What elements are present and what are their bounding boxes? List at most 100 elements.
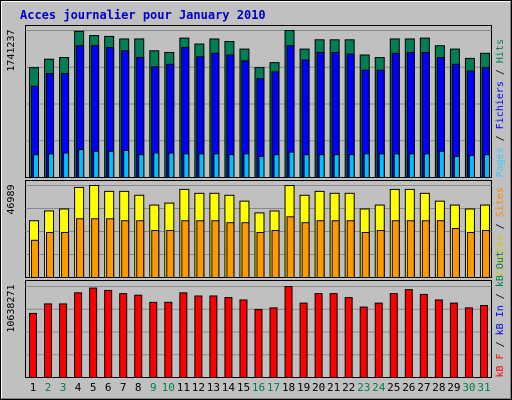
bar-sites: Sites 23: 23000: [361, 231, 370, 279]
x-tick-label: 12: [192, 381, 205, 394]
bar-pages: Pages 31: 270000: [483, 154, 490, 178]
bar-kb-f: kB F 21: 10600000: [329, 293, 338, 378]
bar-pages: Pages 14: 270000: [228, 154, 235, 178]
x-tick-label: 4: [75, 381, 82, 394]
x-tick-label: 31: [477, 381, 490, 394]
x-tick-label: 6: [105, 381, 112, 394]
x-tick-label: 30: [462, 381, 475, 394]
bar-sites: Sites 16: 23000: [256, 231, 265, 279]
legend-separator: /: [495, 335, 506, 353]
chart-panel: kB F 1: 8100000 kB F 2: 9300000 kB F 3: 93…: [6, 251, 506, 379]
bar-kb-f: kB F 14: 10100000: [224, 297, 233, 378]
chart-title: Acces journalier pour January 2010: [20, 8, 266, 22]
x-tick-label: 14: [222, 381, 236, 394]
x-tick-label: 19: [297, 381, 310, 394]
bar-kb-f: kB F 30: 8800000: [464, 307, 473, 378]
chart-panels: Hits 1: 1300000Hits 2: 1400000Hits 3: 14…: [6, 25, 506, 379]
bar-kb-f: kB F 2: 9300000: [44, 303, 53, 378]
bar-kb-f: kB F 1: 8100000: [29, 312, 37, 379]
bar-kb-f: kB F 11: 10700000: [179, 292, 188, 379]
x-tick-label: 16: [252, 381, 265, 394]
bar-sites: Sites 18: 31000: [286, 216, 295, 279]
chart-panel: Visites 1: 29000Visites 2: 34000Visites …: [6, 180, 506, 279]
bar-kb-f: kB F 19: 9400000: [299, 302, 308, 379]
bar-pages: Pages 6: 310000: [108, 150, 115, 179]
bar-pages: Pages 23: 280000: [363, 153, 370, 179]
bar-sites: Sites 11: 29000: [181, 220, 190, 278]
legend: Visites / Sites: [495, 187, 506, 277]
bar-pages: Pages 1: 270000: [33, 154, 39, 178]
bar-sites: Sites 4: 30000: [76, 218, 85, 278]
x-tick-label: 3: [60, 381, 67, 394]
bar-sites: Sites 30: 23000: [466, 231, 475, 279]
legend-separator: /: [495, 287, 506, 305]
bar-kb-f: kB F 29: 9400000: [449, 302, 458, 379]
bar-pages: Pages 10: 290000: [168, 152, 175, 178]
x-tick-label: 5: [90, 381, 97, 394]
bar-pages: Pages 29: 250000: [453, 155, 460, 178]
legend: Pages / Fichiers / Hits: [495, 39, 506, 178]
x-tick-label: 8: [135, 381, 142, 394]
bar-pages: Pages 9: 290000: [153, 152, 160, 178]
bar-sites: Sites 6: 30000: [106, 218, 115, 278]
bar-sites: Sites 29: 25000: [451, 228, 460, 278]
x-tick-label: 7: [120, 381, 127, 394]
bar-pages: Pages 27: 280000: [423, 153, 430, 179]
x-tick-label: 25: [387, 381, 400, 394]
legend-item: Fichiers: [495, 81, 506, 129]
bar-sites: Sites 13: 29000: [211, 220, 220, 278]
legend-item: Hits: [495, 39, 506, 63]
bar-pages: Pages 2: 280000: [48, 153, 55, 179]
bar-kb-f: kB F 25: 10600000: [389, 293, 398, 378]
x-tick-label: 17: [267, 381, 280, 394]
bar-pages: Pages 5: 310000: [93, 150, 100, 179]
bar-kb-f: kB F 9: 9500000: [149, 301, 158, 378]
x-tick-label: 1: [30, 381, 37, 394]
bar-kb-f: kB F 24: 9400000: [374, 302, 383, 379]
bar-sites: Sites 12: 29000: [196, 220, 205, 278]
bar-sites: Sites 22: 29000: [346, 220, 355, 278]
x-tick-label: 13: [207, 381, 220, 394]
x-axis-labels: 1 2 3 4 5 6 7 8 9 10 11 12 13 14 15 16 17 18 19 20 21 22 23 24 2…: [30, 381, 491, 394]
bar-sites: Sites 20: 29000: [316, 220, 325, 278]
bar-kb-f: kB F 26: 11100000: [404, 289, 413, 379]
bar-kb-f: kB F 3: 9300000: [59, 303, 68, 378]
bar-sites: Sites 28: 29000: [436, 220, 445, 278]
bar-pages: Pages 15: 280000: [243, 153, 250, 179]
bar-pages: Pages 25: 280000: [393, 153, 400, 179]
bar-pages: Pages 24: 280000: [378, 153, 385, 179]
chart-panel: Hits 1: 1300000Hits 2: 1400000Hits 3: 14…: [6, 25, 506, 179]
bar-sites: Sites 24: 24000: [376, 230, 385, 278]
bar-pages: Pages 22: 270000: [348, 154, 355, 178]
bar-sites: Sites 31: 24000: [481, 230, 490, 278]
bar-sites: Sites 26: 29000: [406, 220, 415, 278]
bar-sites: Sites 7: 29000: [121, 220, 130, 278]
bar-pages: Pages 13: 280000: [213, 153, 220, 179]
bar-pages: Pages 26: 280000: [408, 153, 415, 179]
x-tick-label: 20: [312, 381, 325, 394]
x-tick-label: 23: [357, 381, 370, 394]
legend-separator: /: [495, 129, 506, 147]
bar-sites: Sites 21: 29000: [331, 220, 340, 278]
bar-pages: Pages 21: 270000: [333, 154, 340, 178]
bar-kb-f: kB F 4: 10700000: [74, 292, 83, 379]
bar-kb-f: kB F 12: 10300000: [194, 295, 203, 379]
x-tick-label: 18: [282, 381, 295, 394]
bar-kb-f: kB F 27: 10500000: [419, 293, 428, 379]
bar-sites: Sites 10: 24000: [166, 230, 175, 278]
bar-kb-f: kB F 16: 8600000: [254, 308, 263, 378]
bar-sites: Sites 19: 28000: [301, 222, 310, 278]
bar-sites: Sites 14: 28000: [226, 222, 235, 278]
bar-kb-f: kB F 17: 8800000: [269, 307, 278, 378]
bar-sites: Sites 25: 29000: [391, 220, 400, 278]
bar-sites: Sites 27: 29000: [421, 220, 430, 278]
bar-pages: Pages 19: 270000: [303, 154, 310, 178]
bar-kb-f: kB F 28: 9800000: [434, 299, 443, 379]
legend-separator: /: [495, 217, 506, 235]
bar-sites: Sites 8: 29000: [136, 220, 145, 278]
bar-kb-f: kB F 5: 11300000: [89, 287, 98, 378]
x-tick-label: 9: [150, 381, 157, 394]
bar-kb-f: kB F 6: 11000000: [104, 289, 113, 378]
